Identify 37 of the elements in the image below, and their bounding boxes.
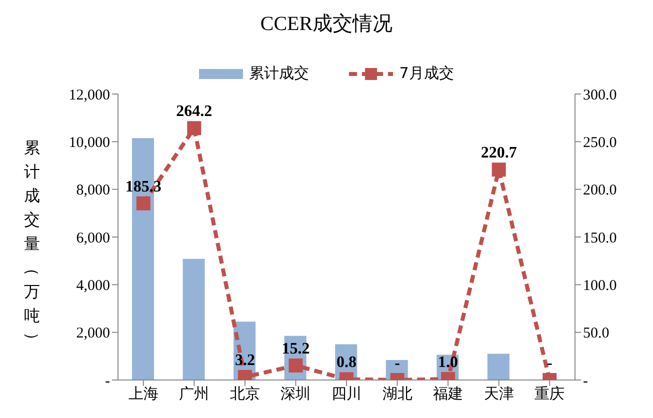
y-tick-label: 12,000: [68, 87, 110, 104]
data-label: 220.7: [480, 144, 517, 162]
y2-tick-label: 150.0: [583, 230, 617, 246]
y2-tick-label: 300.0: [583, 87, 617, 104]
y-tick-label: 2,000: [76, 326, 110, 342]
x-tick-label: 上海: [128, 384, 158, 403]
data-label: -: [546, 355, 552, 372]
x-tick-label: 天津: [484, 384, 514, 403]
legend-label: 累计成交: [249, 64, 310, 83]
x-tick-label: 重庆: [534, 384, 565, 403]
x-tick-label: 深圳: [280, 384, 311, 403]
y-tick-label: 10,000: [68, 134, 110, 151]
y-tick-label: 4,000: [76, 278, 110, 294]
x-tick-label: 四川: [332, 384, 362, 403]
x-tick-label: 湖北: [382, 384, 412, 403]
bar: [182, 258, 205, 380]
bar: [487, 354, 510, 380]
data-label: 15.2: [282, 340, 310, 358]
y2-tick-label: 250.0: [583, 134, 617, 151]
x-tick-label: 福建: [433, 384, 464, 403]
x-tick-label: 广州: [179, 384, 210, 403]
x-tick-label: 北京: [230, 384, 260, 403]
data-label: 185.3: [125, 178, 162, 196]
data-label: -: [394, 355, 400, 372]
chart-title: CCER成交情况: [259, 12, 394, 37]
data-label: 0.8: [336, 354, 356, 372]
text: 累计成交量（万吨）: [23, 138, 42, 348]
y-tick-label: 6,000: [76, 230, 110, 246]
y-tick-label: -: [105, 373, 110, 390]
y-tick-label: 8,000: [76, 182, 110, 199]
legend-label: 7月成交: [399, 64, 454, 83]
y2-tick-label: 200.0: [583, 182, 617, 199]
data-label: 1.0: [438, 354, 458, 372]
y2-tick-label: -: [583, 373, 588, 390]
y2-tick-label: 50.0: [583, 326, 610, 342]
y2-tick-label: 100.0: [583, 278, 617, 294]
data-label: 264.2: [176, 103, 212, 120]
